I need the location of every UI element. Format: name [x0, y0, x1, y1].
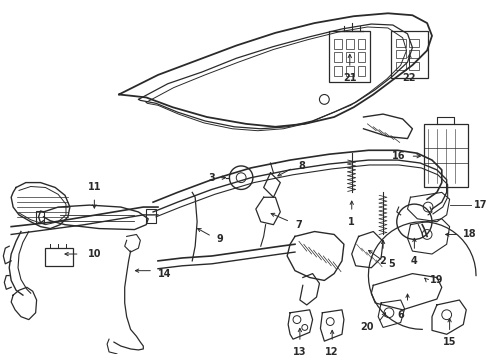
Text: 20: 20 [359, 323, 372, 332]
Text: 5: 5 [387, 259, 394, 269]
Text: 15: 15 [442, 337, 455, 347]
Text: 8: 8 [297, 161, 304, 171]
Bar [345, 66, 353, 76]
Bar [395, 62, 405, 70]
Text: 22: 22 [402, 73, 415, 83]
Text: 4: 4 [410, 256, 417, 266]
Bar [146, 209, 156, 223]
Text: 9: 9 [216, 234, 223, 244]
Bar [395, 50, 405, 58]
Text: 12: 12 [325, 347, 338, 357]
Bar [333, 39, 341, 49]
Text: 3: 3 [207, 173, 214, 183]
Text: 1: 1 [347, 217, 354, 227]
Bar [45, 248, 73, 266]
Bar [357, 39, 365, 49]
Bar [408, 50, 418, 58]
Text: 6: 6 [396, 310, 403, 320]
Text: 19: 19 [429, 275, 443, 285]
Bar [328, 31, 369, 82]
Bar [408, 39, 418, 46]
Bar [357, 53, 365, 62]
Bar [395, 39, 405, 46]
Bar [333, 53, 341, 62]
Text: 21: 21 [343, 73, 356, 83]
Bar [333, 66, 341, 76]
Bar [408, 62, 418, 70]
Text: 14: 14 [158, 269, 171, 279]
Text: 13: 13 [292, 347, 306, 357]
Text: 18: 18 [462, 229, 476, 239]
Text: 10: 10 [87, 249, 101, 259]
Bar [390, 31, 427, 78]
Bar [357, 66, 365, 76]
Bar [36, 211, 44, 223]
Bar [345, 53, 353, 62]
Text: 7: 7 [294, 220, 301, 230]
Text: 11: 11 [87, 183, 101, 192]
Text: 16: 16 [391, 151, 405, 161]
Text: 17: 17 [473, 200, 487, 210]
Bar [423, 124, 467, 188]
Bar [345, 39, 353, 49]
Text: 2: 2 [379, 256, 386, 266]
